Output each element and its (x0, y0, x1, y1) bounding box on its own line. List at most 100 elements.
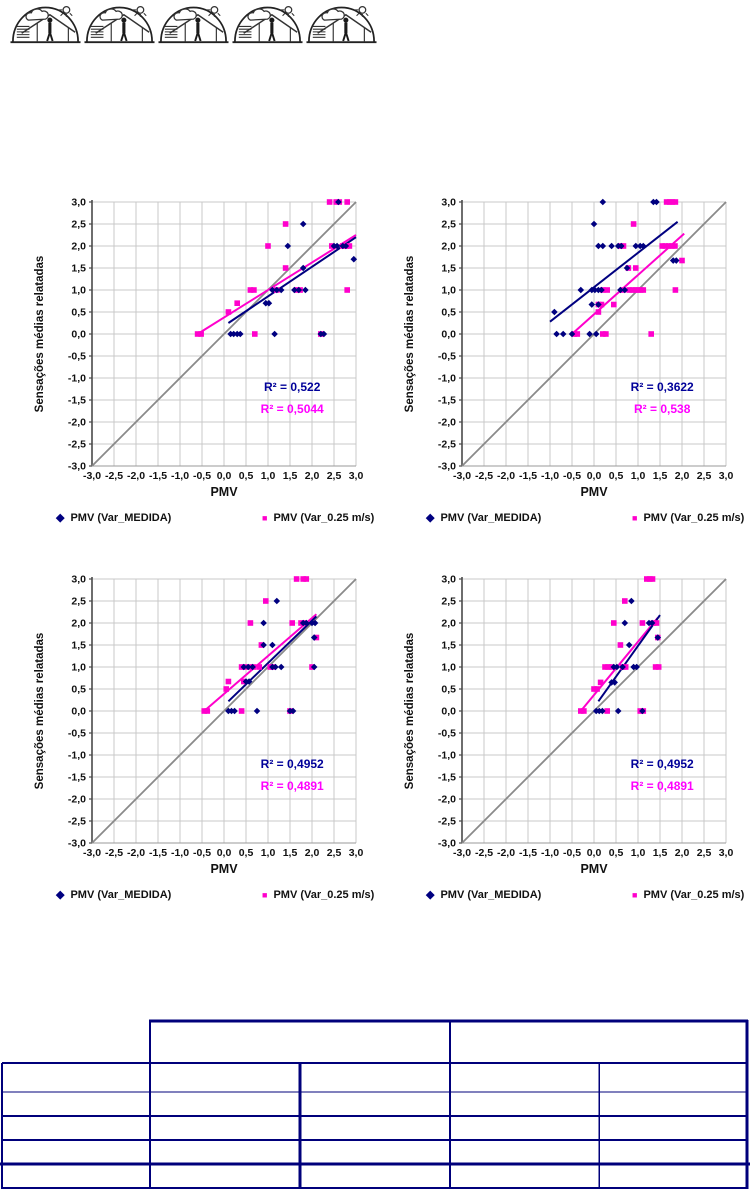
legend-item-var-medida: ◆ PMV (Var_MEDIDA) (426, 889, 541, 901)
dome-shelter-icon (158, 5, 229, 44)
svg-text:-0,5: -0,5 (563, 847, 581, 859)
person-icon (268, 17, 276, 42)
svg-text:1,5: 1,5 (653, 470, 668, 482)
legend-label: PMV (Var_0.25 m/s) (643, 889, 745, 901)
svg-text:-0,5: -0,5 (438, 351, 456, 363)
scatter-chart-top-left: 3,0 -3,0 2,5 -2,5 2,0 -2,0 1,5 -1,5 1,0 -1,0 0,5 -0… (34, 197, 364, 500)
roof-line (317, 13, 372, 34)
svg-text:2,5: 2,5 (441, 219, 456, 231)
svg-text:-2,5: -2,5 (68, 439, 86, 451)
svg-text:R² = 0,4891: R² = 0,4891 (261, 779, 324, 793)
sun-icon (210, 5, 219, 14)
scatter-chart-bottom-left: 3,0 -3,0 2,5 -2,5 2,0 -2,0 1,5 -1,5 1,0 -1,0 0,5 -0… (34, 574, 364, 877)
person-icon (342, 17, 350, 42)
svg-text:1,5: 1,5 (653, 847, 668, 859)
svg-text:3,0: 3,0 (349, 847, 364, 859)
scatter-plot: 3,0 -3,0 2,5 -2,5 2,0 -2,0 1,5 -1,5 1,0 -1,0 0,5 -0… (400, 565, 748, 885)
svg-text:-3,0: -3,0 (83, 847, 101, 859)
pmv-chart-bottom-left: 3,0 -3,0 2,5 -2,5 2,0 -2,0 1,5 -1,5 1,0 -1,0 0,5 -0… (30, 565, 378, 907)
svg-text:2,5: 2,5 (71, 596, 86, 608)
svg-text:0,0: 0,0 (71, 706, 86, 718)
svg-text:0,5: 0,5 (441, 684, 456, 696)
svg-text:-2,5: -2,5 (105, 470, 123, 482)
scatter-plot: 3,0 -3,0 2,5 -2,5 2,0 -2,0 1,5 -1,5 1,0 -1,0 0,5 -0… (30, 188, 378, 508)
svg-text:R² = 0,4891: R² = 0,4891 (631, 779, 694, 793)
table-grid (0, 1019, 750, 1189)
legend-item-var-025: ■ PMV (Var_0.25 m/s) (262, 512, 374, 524)
svg-text:-3,0: -3,0 (68, 838, 86, 850)
scatter-chart-top-right: 3,0 -3,0 2,5 -2,5 2,0 -2,0 1,5 -1,5 1,0 -1,0 0,5 -0… (404, 197, 734, 500)
svg-text:1,0: 1,0 (631, 470, 646, 482)
cloud-icon (321, 8, 345, 21)
svg-text:0,5: 0,5 (71, 307, 86, 319)
sun-icon (284, 5, 293, 14)
svg-text:-0,5: -0,5 (68, 728, 86, 740)
svg-text:-2,5: -2,5 (475, 847, 493, 859)
louver-lines-icon (164, 25, 178, 38)
header-icon-strip (10, 3, 377, 45)
svg-text:3,0: 3,0 (71, 574, 86, 586)
dome-shelter-icon (84, 5, 155, 44)
louver-lines-icon (312, 25, 326, 38)
svg-text:3,0: 3,0 (441, 574, 456, 586)
svg-text:0,0: 0,0 (217, 847, 232, 859)
cloud-icon (173, 8, 197, 21)
svg-text:R² = 0,5044: R² = 0,5044 (261, 402, 324, 416)
pmv-chart-bottom-right: 3,0 -3,0 2,5 -2,5 2,0 -2,0 1,5 -1,5 1,0 -1,0 0,5 -0… (400, 565, 748, 907)
square-marker-icon: ■ (262, 512, 268, 523)
table-border-lines (0, 1019, 750, 1189)
svg-text:2,0: 2,0 (675, 470, 690, 482)
svg-text:2,0: 2,0 (71, 241, 86, 253)
svg-text:-1,0: -1,0 (438, 750, 456, 762)
svg-text:R² = 0,538: R² = 0,538 (634, 402, 691, 416)
svg-text:0,0: 0,0 (441, 706, 456, 718)
cloud-icon (25, 8, 49, 21)
scatter-chart-bottom-right: 3,0 -3,0 2,5 -2,5 2,0 -2,0 1,5 -1,5 1,0 -1,0 0,5 -0… (404, 574, 733, 877)
svg-text:0,5: 0,5 (609, 470, 624, 482)
svg-text:-0,5: -0,5 (563, 470, 581, 482)
svg-text:-2,5: -2,5 (438, 439, 456, 451)
square-marker-icon: ■ (262, 889, 268, 900)
svg-text:-1,0: -1,0 (171, 847, 189, 859)
legend-label: PMV (Var_0.25 m/s) (643, 512, 745, 524)
svg-text:0,5: 0,5 (239, 847, 254, 859)
svg-text:3,0: 3,0 (71, 197, 86, 209)
svg-text:2,0: 2,0 (441, 618, 456, 630)
legend-label: PMV (Var_MEDIDA) (440, 512, 542, 524)
svg-text:2,5: 2,5 (441, 596, 456, 608)
svg-text:-1,5: -1,5 (438, 772, 456, 784)
svg-text:1,5: 1,5 (283, 470, 298, 482)
diamond-marker-icon: ◆ (426, 888, 435, 901)
chart-legend: ◆ PMV (Var_MEDIDA) ■ PMV (Var_0.25 m/s) (400, 889, 748, 907)
svg-text:2,0: 2,0 (441, 241, 456, 253)
svg-text:-2,0: -2,0 (127, 470, 145, 482)
svg-text:-1,0: -1,0 (68, 750, 86, 762)
svg-text:-2,0: -2,0 (68, 417, 86, 429)
dome-shelter-icon (232, 5, 303, 44)
chart-legend: ◆ PMV (Var_MEDIDA) ■ PMV (Var_0.25 m/s) (400, 512, 748, 530)
diamond-marker-icon: ◆ (426, 511, 435, 524)
svg-text:R² = 0,3622: R² = 0,3622 (631, 380, 694, 394)
svg-text:-3,0: -3,0 (83, 470, 101, 482)
square-marker-icon: ■ (632, 889, 638, 900)
svg-text:-1,0: -1,0 (438, 373, 456, 385)
svg-text:-1,5: -1,5 (149, 470, 167, 482)
svg-text:R² = 0,522: R² = 0,522 (264, 380, 321, 394)
svg-text:-1,0: -1,0 (68, 373, 86, 385)
svg-text:3,0: 3,0 (349, 470, 364, 482)
svg-text:2,5: 2,5 (697, 470, 712, 482)
legend-item-var-medida: ◆ PMV (Var_MEDIDA) (426, 512, 541, 524)
svg-text:3,0: 3,0 (441, 197, 456, 209)
svg-text:-2,5: -2,5 (68, 816, 86, 828)
legend-label: PMV (Var_MEDIDA) (70, 512, 172, 524)
svg-text:Sensações médias relatadas: Sensações médias relatadas (34, 256, 46, 413)
svg-text:2,0: 2,0 (675, 847, 690, 859)
svg-text:0,0: 0,0 (217, 470, 232, 482)
svg-text:PMV: PMV (580, 862, 608, 876)
svg-text:PMV: PMV (580, 485, 608, 499)
diamond-marker-icon: ◆ (56, 511, 65, 524)
svg-text:3,0: 3,0 (719, 470, 734, 482)
roof-line (169, 13, 224, 34)
svg-text:1,5: 1,5 (441, 640, 456, 652)
louver-lines-icon (16, 25, 30, 38)
